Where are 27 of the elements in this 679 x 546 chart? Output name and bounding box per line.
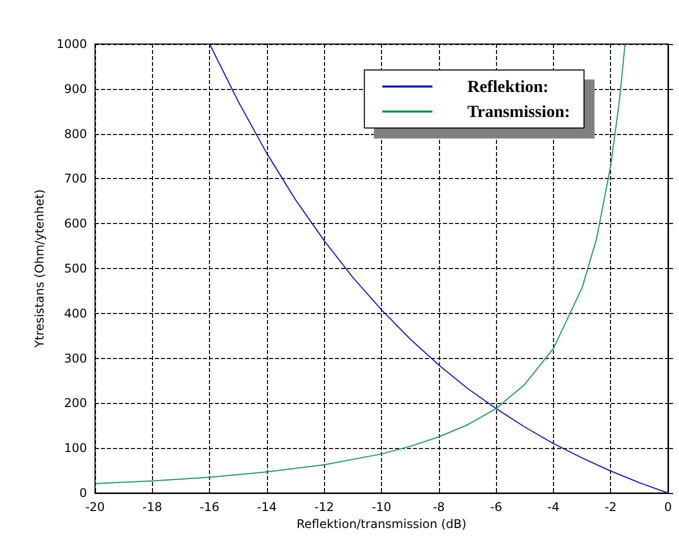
legend-label: Transmission: <box>467 102 570 121</box>
y-tick-label: 800 <box>64 126 87 141</box>
y-tick-label: 700 <box>64 172 87 186</box>
y-tick-label: 900 <box>64 82 87 96</box>
y-tick-label: 1000 <box>56 37 87 51</box>
y-tick-label: 500 <box>64 262 87 276</box>
x-tick-label: -10 <box>372 500 392 514</box>
x-tick-label: -12 <box>314 500 334 514</box>
legend-label: Reflektion: <box>467 77 549 96</box>
x-tick-label: -14 <box>257 500 277 514</box>
x-tick-label: -4 <box>547 500 560 514</box>
x-tick-label: -6 <box>490 500 502 514</box>
line-series <box>94 44 626 484</box>
y-tick-label: 600 <box>64 216 87 231</box>
x-tick-label: -2 <box>604 500 617 514</box>
x-tick-label: -18 <box>142 500 162 514</box>
x-axis-title: Reflektion/transmission (dB) <box>296 516 466 531</box>
y-tick-label: 200 <box>64 396 87 410</box>
x-tick-label: 0 <box>664 500 672 514</box>
y-tick-label: 0 <box>79 486 87 500</box>
y-tick-label: 400 <box>64 306 87 320</box>
y-tick-label: 100 <box>64 441 87 456</box>
y-tick-label: 300 <box>64 351 87 366</box>
y-axis-title: Ytresistans (Ohm/ytenhet) <box>32 189 47 349</box>
x-tick-label: -16 <box>200 500 220 514</box>
x-tick-label: -20 <box>85 500 105 514</box>
x-tick-label: -8 <box>432 500 445 514</box>
